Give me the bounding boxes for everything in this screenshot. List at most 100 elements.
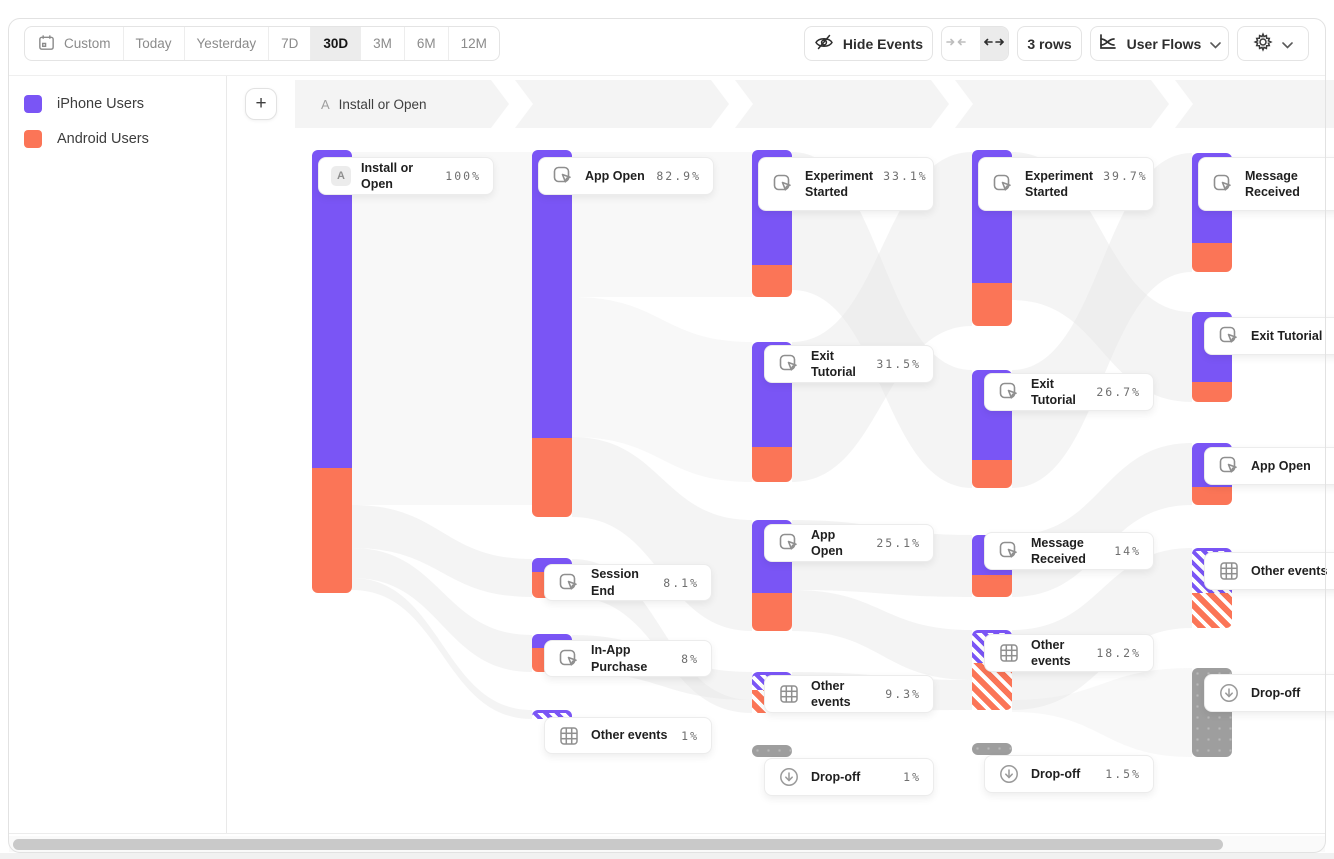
page-background-strip bbox=[0, 853, 1334, 859]
bar-exit-tutorial-android[interactable] bbox=[752, 447, 792, 482]
bar-other-events-step2[interactable] bbox=[532, 710, 572, 719]
date-range-yesterday[interactable]: Yesterday bbox=[183, 27, 269, 60]
flow-node-session-end[interactable]: Session End 8.1% bbox=[544, 564, 712, 601]
flow-node-other-events[interactable]: Other events 1% bbox=[544, 717, 712, 754]
step-header-label: Install or Open bbox=[338, 96, 427, 112]
flow-node-app-open-step5[interactable]: App Open bbox=[1204, 447, 1334, 485]
flow-node-app-open[interactable]: App Open 82.9% bbox=[538, 157, 714, 195]
bar-drop-off-step3[interactable] bbox=[752, 745, 792, 757]
event-click-icon bbox=[997, 380, 1021, 404]
bar-install-or-open-android[interactable] bbox=[312, 468, 352, 593]
column-width-toggle bbox=[941, 26, 1009, 61]
event-click-icon bbox=[777, 352, 801, 376]
date-range-12m[interactable]: 12M bbox=[447, 27, 499, 60]
date-range-3m[interactable]: 3M bbox=[360, 27, 404, 60]
bar-message-received-step5-android[interactable] bbox=[1192, 243, 1232, 272]
flow-node-exit-tutorial-step4[interactable]: Exit Tutorial 26.7% bbox=[984, 373, 1154, 411]
iphone-users-swatch bbox=[24, 95, 42, 113]
android-users-swatch bbox=[24, 130, 42, 148]
bar-install-or-open-iphone[interactable] bbox=[312, 150, 352, 468]
date-range-6m[interactable]: 6M bbox=[403, 27, 448, 60]
bar-experiment-started-android[interactable] bbox=[752, 265, 792, 297]
event-click-icon bbox=[557, 647, 581, 671]
legend-item-iphone-users[interactable]: iPhone Users bbox=[24, 95, 144, 113]
flow-node-drop-off-step4[interactable]: Drop-off 1.5% bbox=[984, 755, 1154, 793]
grid-icon bbox=[777, 682, 801, 706]
event-click-icon bbox=[1217, 454, 1241, 478]
bar-other-events-step5-android[interactable] bbox=[1192, 593, 1232, 628]
calendar-icon bbox=[37, 33, 56, 55]
event-click-icon bbox=[1217, 324, 1241, 348]
date-range-today[interactable]: Today bbox=[122, 27, 184, 60]
event-click-icon bbox=[1211, 172, 1235, 196]
sidebar-divider bbox=[226, 76, 227, 833]
event-click-icon bbox=[771, 172, 795, 196]
flow-node-message-received[interactable]: Message Received 14% bbox=[984, 532, 1154, 570]
flow-node-other-events-step3[interactable]: Other events 9.3% bbox=[764, 675, 934, 713]
step-header-3[interactable] bbox=[735, 80, 949, 128]
flow-node-install-or-open[interactable]: A Install or Open 100% bbox=[318, 157, 494, 195]
legend-label: Android Users bbox=[57, 131, 149, 147]
event-click-icon bbox=[551, 164, 575, 188]
grid-icon bbox=[1217, 559, 1241, 583]
flow-node-other-events-step4[interactable]: Other events 18.2% bbox=[984, 634, 1154, 672]
flow-chart-icon bbox=[1098, 32, 1118, 55]
settings-button[interactable] bbox=[1237, 26, 1309, 61]
toolbar-divider bbox=[9, 75, 1325, 76]
date-range-7d[interactable]: 7D bbox=[268, 27, 310, 60]
bar-message-received-android[interactable] bbox=[972, 575, 1012, 597]
bar-drop-off-step4[interactable] bbox=[972, 743, 1012, 755]
arrows-outward-icon bbox=[983, 35, 1004, 52]
horizontal-scrollbar[interactable] bbox=[9, 836, 1325, 852]
flow-node-exit-tutorial[interactable]: Exit Tutorial 31.5% bbox=[764, 345, 934, 383]
gear-icon bbox=[1253, 32, 1273, 55]
step-a-badge: A bbox=[331, 166, 351, 186]
step-badge: A bbox=[321, 96, 330, 112]
eye-off-icon bbox=[814, 32, 834, 55]
step-header-4[interactable] bbox=[955, 80, 1169, 128]
hide-events-button[interactable]: Hide Events bbox=[804, 26, 933, 61]
flow-node-message-received-step5[interactable]: Message Received bbox=[1198, 157, 1334, 211]
event-click-icon bbox=[997, 539, 1021, 563]
flow-node-drop-off-step5[interactable]: Drop-off bbox=[1204, 674, 1334, 712]
flow-node-drop-off-step3[interactable]: Drop-off 1% bbox=[764, 758, 934, 796]
step-header-5[interactable] bbox=[1175, 80, 1334, 128]
collapse-columns-button[interactable] bbox=[942, 27, 971, 60]
flow-node-experiment-started-step4[interactable]: Experiment Started 39.7% bbox=[978, 157, 1154, 211]
legend-label: iPhone Users bbox=[57, 96, 145, 112]
flow-node-other-events-step5[interactable]: Other events bbox=[1204, 552, 1334, 590]
bar-exit-tutorial-step4-android[interactable] bbox=[972, 460, 1012, 488]
bar-app-open-step5-android[interactable] bbox=[1192, 487, 1232, 505]
bar-app-open-step3-android[interactable] bbox=[752, 593, 792, 631]
event-click-icon bbox=[557, 571, 581, 595]
event-click-icon bbox=[991, 172, 1015, 196]
bar-app-open-android[interactable] bbox=[532, 438, 572, 517]
scrollbar-thumb[interactable] bbox=[13, 839, 1223, 850]
flow-node-experiment-started[interactable]: Experiment Started 33.1% bbox=[758, 157, 934, 211]
rows-count-button[interactable]: 3 rows bbox=[1017, 26, 1082, 61]
flow-node-in-app-purchase[interactable]: In-App Purchase 8% bbox=[544, 640, 712, 677]
view-selector-label: User Flows bbox=[1126, 35, 1202, 52]
drop-off-icon bbox=[777, 765, 801, 789]
expand-columns-button[interactable] bbox=[979, 27, 1008, 60]
date-range-label: Custom bbox=[64, 36, 111, 51]
chevron-down-icon bbox=[1282, 36, 1293, 52]
bar-exit-tutorial-step5-android[interactable] bbox=[1192, 382, 1232, 402]
drop-off-icon bbox=[1217, 681, 1241, 705]
grid-icon bbox=[557, 724, 581, 748]
date-range-custom[interactable]: Custom bbox=[25, 27, 123, 60]
chevron-down-icon bbox=[1210, 36, 1222, 52]
add-step-button[interactable]: + bbox=[245, 88, 277, 120]
view-selector-button[interactable]: User Flows bbox=[1090, 26, 1229, 61]
flow-node-exit-tutorial-step5[interactable]: Exit Tutorial bbox=[1204, 317, 1334, 355]
flow-node-app-open-step3[interactable]: App Open 25.1% bbox=[764, 524, 934, 562]
bar-app-open-iphone[interactable] bbox=[532, 150, 572, 438]
hide-events-label: Hide Events bbox=[842, 35, 924, 52]
step-header-1[interactable]: A Install or Open bbox=[295, 80, 509, 128]
event-click-icon bbox=[777, 531, 801, 555]
step-header-2[interactable] bbox=[515, 80, 729, 128]
date-range-30d[interactable]: 30D bbox=[310, 27, 361, 60]
bar-experiment-started-step4-android[interactable] bbox=[972, 283, 1012, 326]
legend-item-android-users[interactable]: Android Users bbox=[24, 130, 149, 148]
